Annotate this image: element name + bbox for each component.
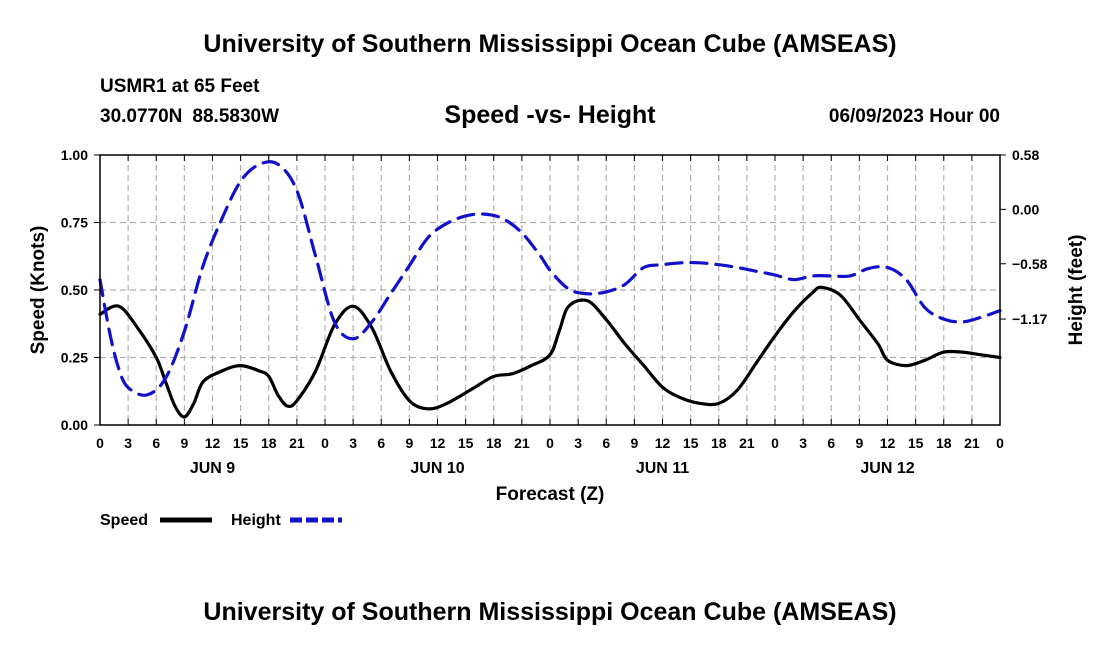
main-title: University of Southern Mississippi Ocean… xyxy=(203,30,897,58)
forecast-datetime: 06/09/2023 Hour 00 xyxy=(828,106,1000,127)
x-tick-label: 21 xyxy=(514,435,530,451)
day-label: JUN 9 xyxy=(190,460,235,477)
x-tick-label: 6 xyxy=(602,435,610,451)
series-line-height xyxy=(98,160,1002,397)
x-tick-label: 0 xyxy=(321,435,329,451)
y-tick-label-left: 1.00 xyxy=(61,147,88,163)
grid-lines xyxy=(100,155,1000,425)
x-tick-label: 3 xyxy=(574,435,582,451)
x-tick-label: 12 xyxy=(880,435,896,451)
x-tick-label: 3 xyxy=(349,435,357,451)
day-label: JUN 10 xyxy=(410,460,464,477)
x-tick-label: 3 xyxy=(124,435,132,451)
x-tick-label: 15 xyxy=(233,435,249,451)
y-tick-label-left: 0.25 xyxy=(61,350,88,366)
x-tick-label: 18 xyxy=(936,435,952,451)
chart-subtitle: Speed -vs- Height xyxy=(444,101,656,129)
y-tick-label-left: 0.75 xyxy=(61,215,88,231)
x-axis-label: Forecast (Z) xyxy=(496,484,605,505)
x-tick-label: 12 xyxy=(205,435,221,451)
x-tick-label: 0 xyxy=(996,435,1004,451)
x-tick-label: 9 xyxy=(855,435,863,451)
y-tick-label-right: −0.58 xyxy=(1012,256,1048,272)
x-tick-label: 18 xyxy=(486,435,502,451)
x-tick-label: 0 xyxy=(546,435,554,451)
axis-ticks: 0 3 6 9 12 15 18 21 0 3 6 9 12 15 18 21 0 3 6 9 12 15 18 21 0 3 6 9… xyxy=(61,147,1048,477)
x-tick-label: 21 xyxy=(964,435,980,451)
x-tick-label: 15 xyxy=(683,435,699,451)
speed-height-chart: 0 3 6 9 12 15 18 21 0 3 6 9 12 15 18 21 0 3 6 9 12 15 18 21 0 3 6 9… xyxy=(28,147,1087,529)
coordinates: 30.0770N 88.5830W xyxy=(100,106,279,128)
x-tick-label: 6 xyxy=(827,435,835,451)
y-tick-label-left: 0.00 xyxy=(61,417,88,433)
x-tick-label: 0 xyxy=(96,435,104,451)
station-label: USMR1 at 65 Feet xyxy=(100,76,260,97)
x-tick-label: 9 xyxy=(405,435,413,451)
day-label: JUN 11 xyxy=(636,460,689,477)
x-tick-label: 0 xyxy=(771,435,779,451)
longitude: 88.5830W xyxy=(192,106,280,127)
x-tick-label: 12 xyxy=(655,435,671,451)
y-tick-label-right: −1.17 xyxy=(1012,311,1048,327)
series-group xyxy=(98,160,1002,419)
footer-title: University of Southern Mississippi Ocean… xyxy=(203,598,897,626)
x-tick-label: 18 xyxy=(711,435,727,451)
x-tick-label: 15 xyxy=(908,435,924,451)
y-axis-label-right: Height (feet) xyxy=(1066,235,1087,346)
x-tick-label: 6 xyxy=(377,435,385,451)
legend-label-speed: Speed xyxy=(100,512,148,529)
x-tick-label: 3 xyxy=(799,435,807,451)
x-tick-label: 21 xyxy=(739,435,755,451)
latitude: 30.0770N xyxy=(100,106,183,127)
x-tick-label: 21 xyxy=(289,435,305,451)
y-axis-label-left: Speed (Knots) xyxy=(28,226,49,355)
day-label: JUN 12 xyxy=(860,460,914,477)
x-tick-label: 18 xyxy=(261,435,277,451)
x-tick-label: 6 xyxy=(152,435,160,451)
x-tick-label: 9 xyxy=(180,435,188,451)
x-tick-label: 12 xyxy=(430,435,446,451)
y-tick-label-left: 0.50 xyxy=(61,282,88,298)
series-line-speed xyxy=(98,285,1002,419)
y-tick-label-right: 0.00 xyxy=(1012,201,1039,217)
legend: Speed Height xyxy=(100,512,342,529)
x-tick-label: 15 xyxy=(458,435,474,451)
legend-label-height: Height xyxy=(231,512,281,529)
y-tick-label-right: 0.58 xyxy=(1012,147,1039,163)
x-tick-label: 9 xyxy=(630,435,638,451)
